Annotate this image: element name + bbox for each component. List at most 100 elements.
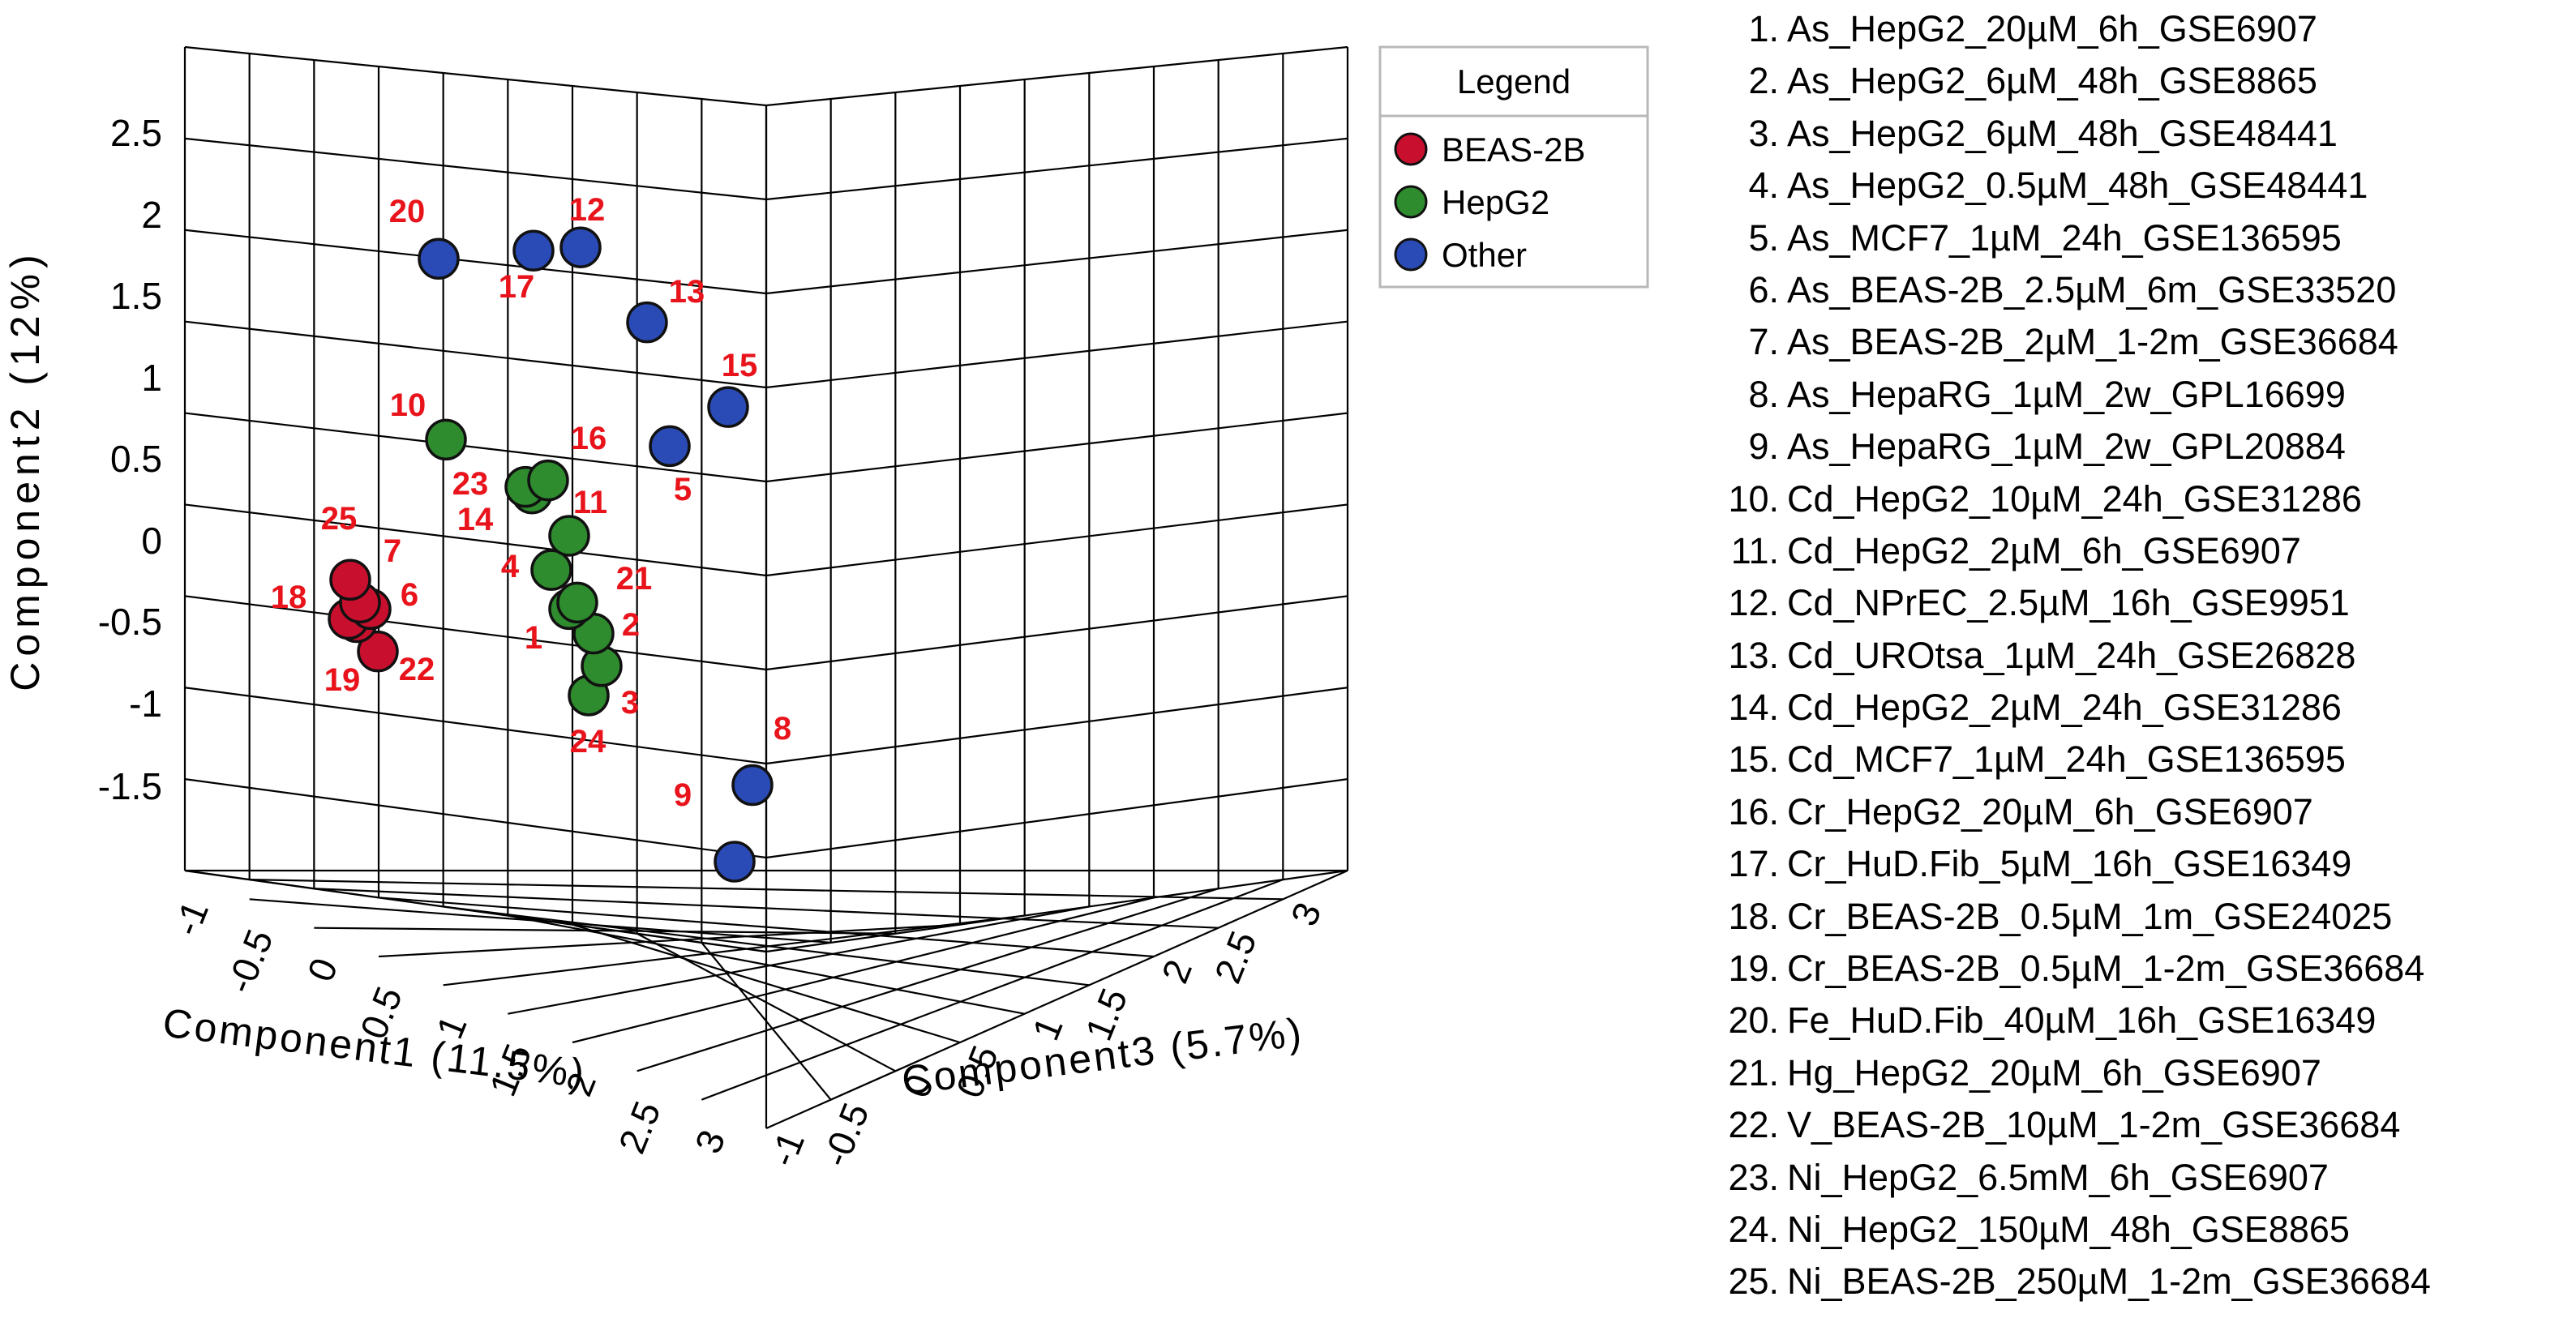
sample-list-item: 8. As_HepaRG_1µM_2w_GPL16699 [1711, 369, 2431, 421]
z-tick-label: -0.5 [814, 1097, 877, 1172]
sample-list-item: 24. Ni_HepG2_150µM_48h_GSE8865 [1711, 1204, 2431, 1256]
sample-number: 1. [1748, 8, 1779, 49]
left-wall-hline [184, 687, 767, 765]
sample-name: As_HepG2_6µM_48h_GSE8865 [1787, 60, 2317, 102]
point-label: 9 [674, 777, 692, 813]
point-label: 15 [722, 348, 758, 383]
sample-name: As_HepaRG_1µM_2w_GPL16699 [1787, 373, 2346, 415]
sample-number: 15. [1728, 738, 1779, 781]
point-label: 1 [525, 620, 542, 656]
sample-number: 21. [1728, 1051, 1779, 1093]
left-wall-hline [184, 778, 767, 859]
right-wall-hline [765, 45, 1348, 107]
floor-line-b [572, 897, 1155, 1044]
point-label: 19 [324, 662, 361, 698]
data-point-other [714, 841, 756, 883]
sample-name: As_BEAS-2B_2.5µM_6m_GSE33520 [1787, 268, 2397, 310]
data-point-beas-2b [357, 630, 399, 673]
sample-number: 2. [1748, 60, 1779, 102]
sample-name: Ni_HepG2_150µM_48h_GSE8865 [1787, 1208, 2350, 1250]
floor-line-b [636, 888, 1219, 1072]
floor-line-a [249, 879, 1284, 901]
x-tick-label: 3 [687, 1124, 734, 1159]
grid-layer [183, 45, 1349, 1130]
sample-list-item: 16. Cr_HepG2_20µM_6h_GSE6907 [1711, 786, 2431, 838]
sample-name: As_MCF7_1µM_24h_GSE136595 [1787, 216, 2342, 259]
point-label: 24 [570, 724, 606, 760]
sample-number: 24. [1728, 1208, 1779, 1250]
point-labels-layer: 1 234567891011121314151617181920212223242… [271, 192, 791, 813]
left-wall-hline [184, 229, 767, 295]
left-wall-hline [184, 503, 767, 577]
sample-list: 1. As_HepG2_20µM_6h_GSE6907 2. As_HepG2_6µM… [1711, 3, 2431, 1308]
data-point-hepg2 [530, 549, 572, 591]
sample-name: Cr_HuD.Fib_5µM_16h_GSE16349 [1787, 843, 2352, 885]
sample-number: 11. [1730, 529, 1779, 571]
data-point-other [559, 226, 602, 268]
point-label: 3 [621, 685, 639, 721]
z-tick-label: -1 [761, 1126, 813, 1172]
right-wall-hline [765, 778, 1348, 859]
floor-line-b [508, 905, 1090, 1015]
sample-list-item: 13. Cd_UROtsa_1µM_24h_GSE26828 [1711, 630, 2431, 682]
point-label: 18 [271, 580, 307, 615]
sample-number: 8. [1748, 373, 1779, 415]
point-label: 17 [499, 269, 535, 305]
right-wall-hline [765, 503, 1348, 577]
legend-entry-label: BEAS-2B [1442, 131, 1585, 169]
sample-list-item: 3. As_HepG2_6µM_48h_GSE48441 [1711, 108, 2431, 160]
sample-name: Cd_NPrEC_2.5µM_16h_GSE9951 [1787, 582, 2350, 624]
point-label: 14 [457, 502, 494, 537]
z-tick-label: 3 [1283, 897, 1330, 931]
sample-name: Cd_HepG2_2µM_6h_GSE6907 [1787, 529, 2301, 571]
legend-title: Legend [1457, 62, 1571, 101]
sample-number: 25. [1728, 1260, 1779, 1303]
right-wall-hline [765, 687, 1348, 765]
sample-number: 10. [1728, 477, 1779, 520]
legend-entry-label: HepG2 [1442, 183, 1549, 221]
right-wall-hline [765, 595, 1348, 671]
point-label: 2 [622, 607, 640, 643]
floor-line-b [378, 923, 961, 958]
point-label: 8 [774, 711, 791, 747]
data-point-hepg2 [425, 418, 467, 461]
sample-number: 17. [1728, 843, 1779, 885]
point-label: 4 [501, 549, 520, 584]
point-label: 6 [401, 577, 418, 613]
x-tick-label: 0 [299, 952, 346, 987]
legend-marker [1394, 185, 1428, 219]
sample-name: Cd_HepG2_10µM_24h_GSE31286 [1787, 477, 2362, 520]
left-wall-hline [184, 320, 767, 389]
sample-list-item: 12. Cd_NPrEC_2.5µM_16h_GSE9951 [1711, 577, 2431, 629]
sample-number: 22. [1728, 1104, 1779, 1146]
y-tick-label: -1 [129, 683, 162, 725]
data-point-other [707, 386, 749, 428]
legend: Legend BEAS-2B HepG2 Other [1378, 45, 1649, 289]
y-tick-label: 1.5 [110, 275, 162, 317]
right-wall-hline [765, 137, 1348, 201]
sample-list-item: 15. Cd_MCF7_1µM_24h_GSE136595 [1711, 734, 2431, 785]
legend-marker [1394, 132, 1428, 166]
data-points-layer [328, 226, 774, 883]
sample-number: 9. [1748, 426, 1779, 468]
y-tick-label: 0 [141, 520, 162, 562]
sample-name: Cr_BEAS-2B_0.5µM_1-2m_GSE36684 [1787, 948, 2425, 990]
right-wall-hline [765, 229, 1348, 295]
y-tick-label: 1 [141, 357, 162, 399]
y-tick-label: 0.5 [110, 438, 162, 480]
sample-name: Cr_BEAS-2B_0.5µM_1m_GSE24025 [1787, 895, 2393, 937]
sample-name: Cr_HepG2_20µM_6h_GSE6907 [1787, 790, 2313, 832]
sample-list-item: 21. Hg_HepG2_20µM_6h_GSE6907 [1711, 1047, 2431, 1099]
data-point-hepg2 [548, 515, 590, 557]
sample-name: As_HepG2_0.5µM_48h_GSE48441 [1787, 165, 2368, 207]
left-wall-hline [184, 412, 767, 483]
sample-name: Hg_HepG2_20µM_6h_GSE6907 [1787, 1051, 2321, 1093]
sample-list-item: 4. As_HepG2_0.5µM_48h_GSE48441 [1711, 160, 2431, 212]
x-tick-label: -0.5 [218, 923, 281, 999]
point-label: 5 [674, 472, 692, 507]
data-point-other [731, 764, 774, 807]
sample-number: 20. [1728, 999, 1779, 1042]
sample-list-item: 17. Cr_HuD.Fib_5µM_16h_GSE16349 [1711, 838, 2431, 890]
sample-list-item: 23. Ni_HepG2_6.5mM_6h_GSE6907 [1711, 1152, 2431, 1204]
sample-number: 19. [1728, 948, 1779, 990]
